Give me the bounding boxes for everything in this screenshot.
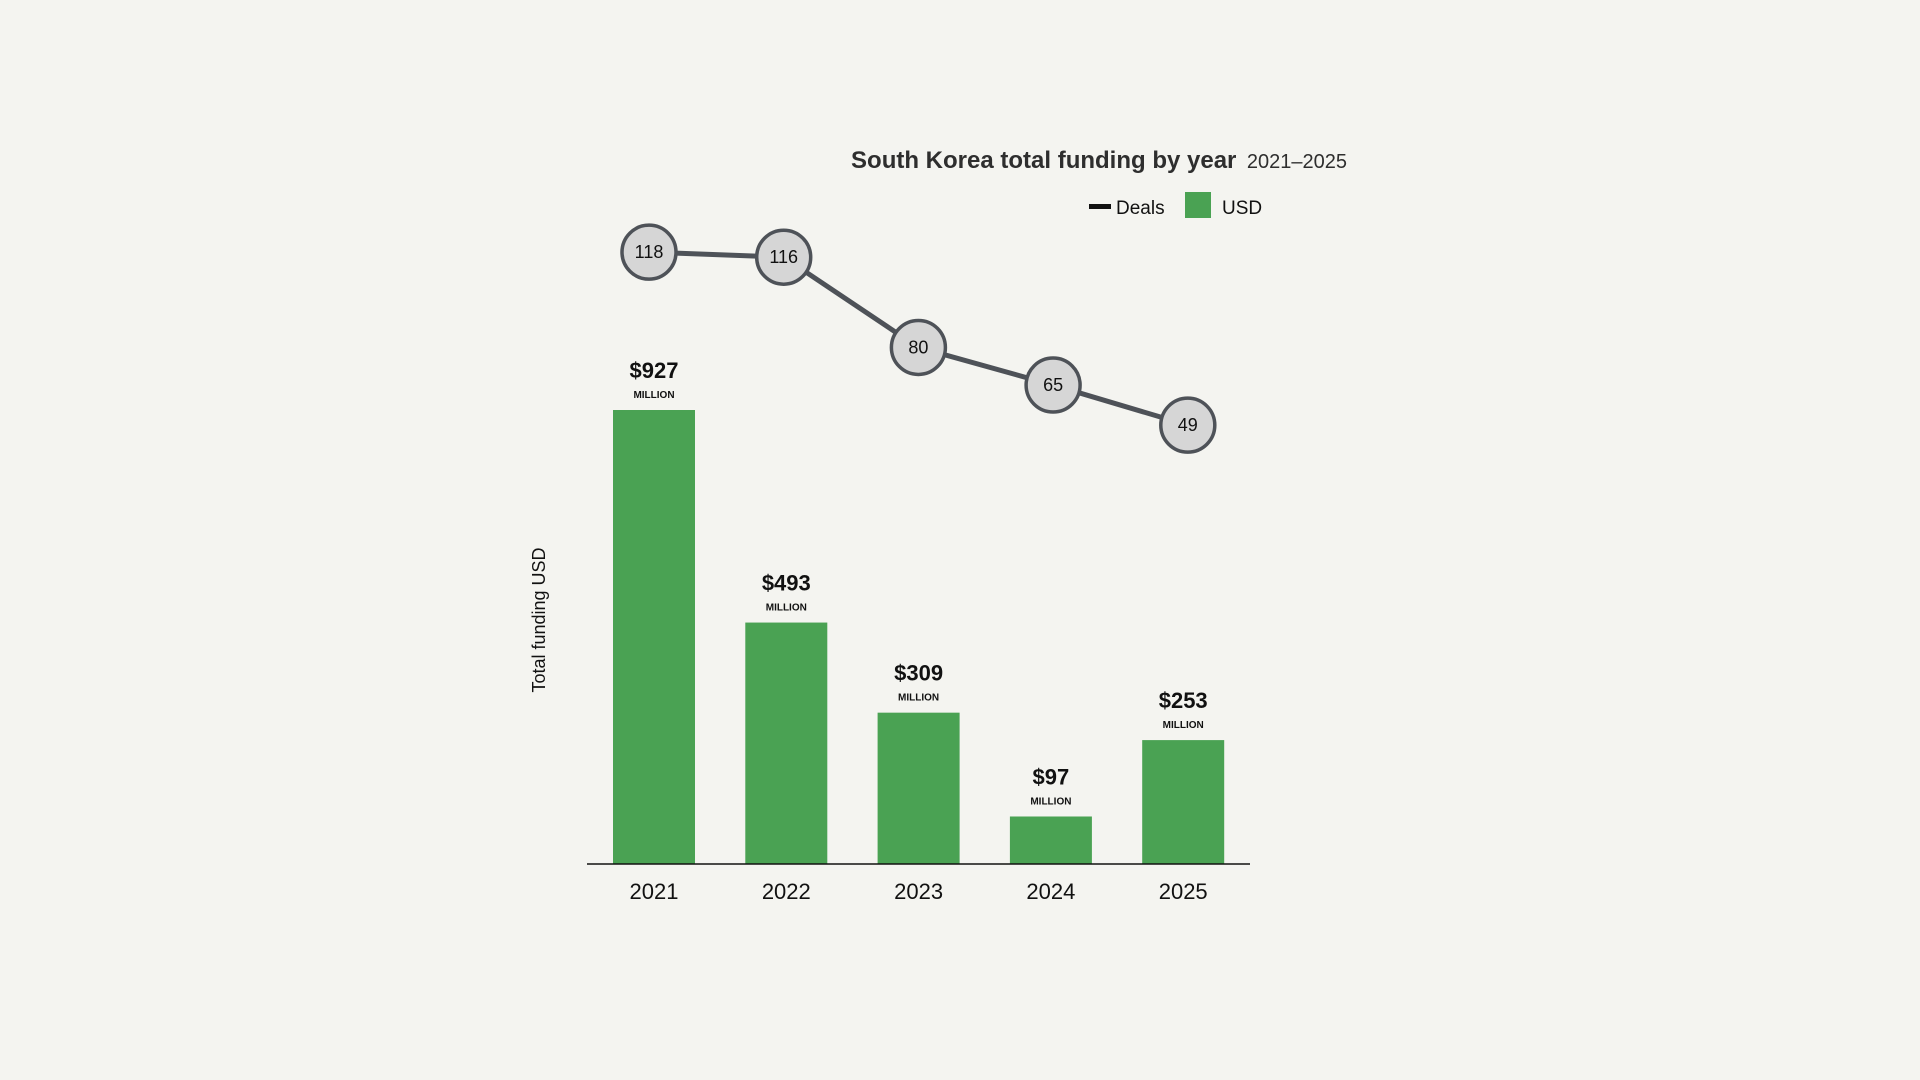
legend-usd-swatch	[1185, 192, 1211, 218]
bar-unit-label: MILLION	[633, 390, 674, 401]
bar-2024	[1009, 816, 1092, 864]
deals-value-label: 65	[1043, 375, 1063, 395]
bar-value-label: $253	[1159, 688, 1208, 713]
x-tick-label: 2021	[630, 879, 679, 904]
deals-point-2021	[620, 223, 678, 281]
bar-value-label: $309	[894, 661, 943, 686]
bar-2023	[877, 712, 960, 864]
x-tick-label: 2025	[1159, 879, 1208, 904]
bar-2022	[745, 622, 828, 864]
deals-point-2023	[889, 318, 948, 377]
bar-2025	[1142, 740, 1225, 864]
bar-value-label: $493	[762, 571, 811, 596]
chart-title: South Korea total funding by year 2021–2…	[851, 147, 1347, 174]
bar-unit-label: MILLION	[1163, 720, 1204, 731]
deals-point-2024	[1024, 356, 1082, 414]
deals-value-label: 118	[635, 242, 664, 262]
legend-deals-label: Deals	[1116, 198, 1165, 219]
chart-title-main: South Korea total funding by year	[851, 147, 1236, 174]
deals-point-2022	[754, 228, 813, 286]
legend-usd-label: USD	[1222, 198, 1262, 219]
y-axis-label: Total funding USD	[529, 547, 549, 692]
x-tick-label: 2024	[1026, 879, 1075, 904]
deals-value-label: 116	[769, 247, 798, 267]
x-tick-label: 2022	[762, 879, 811, 904]
bar-unit-label: MILLION	[1030, 796, 1071, 807]
deals-line-layer: 118 116 80 65 49	[620, 223, 1217, 454]
x-tick-label: 2023	[894, 879, 943, 904]
deals-value-label: 80	[908, 337, 928, 357]
bars-layer: $927 MILLION $493 MILLION $309 MILLION $97 MILL…	[613, 358, 1225, 864]
x-axis-ticks: 2021 2022 2023 2024 2025	[630, 879, 1208, 904]
bar-2021	[613, 410, 695, 864]
deals-value-label: 49	[1178, 415, 1198, 435]
legend-deals-swatch	[1089, 204, 1111, 209]
deals-point-2025	[1159, 396, 1217, 454]
chart-title-years: 2021–2025	[1247, 151, 1347, 173]
bar-unit-label: MILLION	[898, 693, 939, 704]
bar-value-label: $927	[630, 358, 679, 383]
legend: Deals USD	[1089, 192, 1262, 219]
bar-value-label: $97	[1033, 764, 1070, 789]
bar-unit-label: MILLION	[766, 603, 807, 614]
